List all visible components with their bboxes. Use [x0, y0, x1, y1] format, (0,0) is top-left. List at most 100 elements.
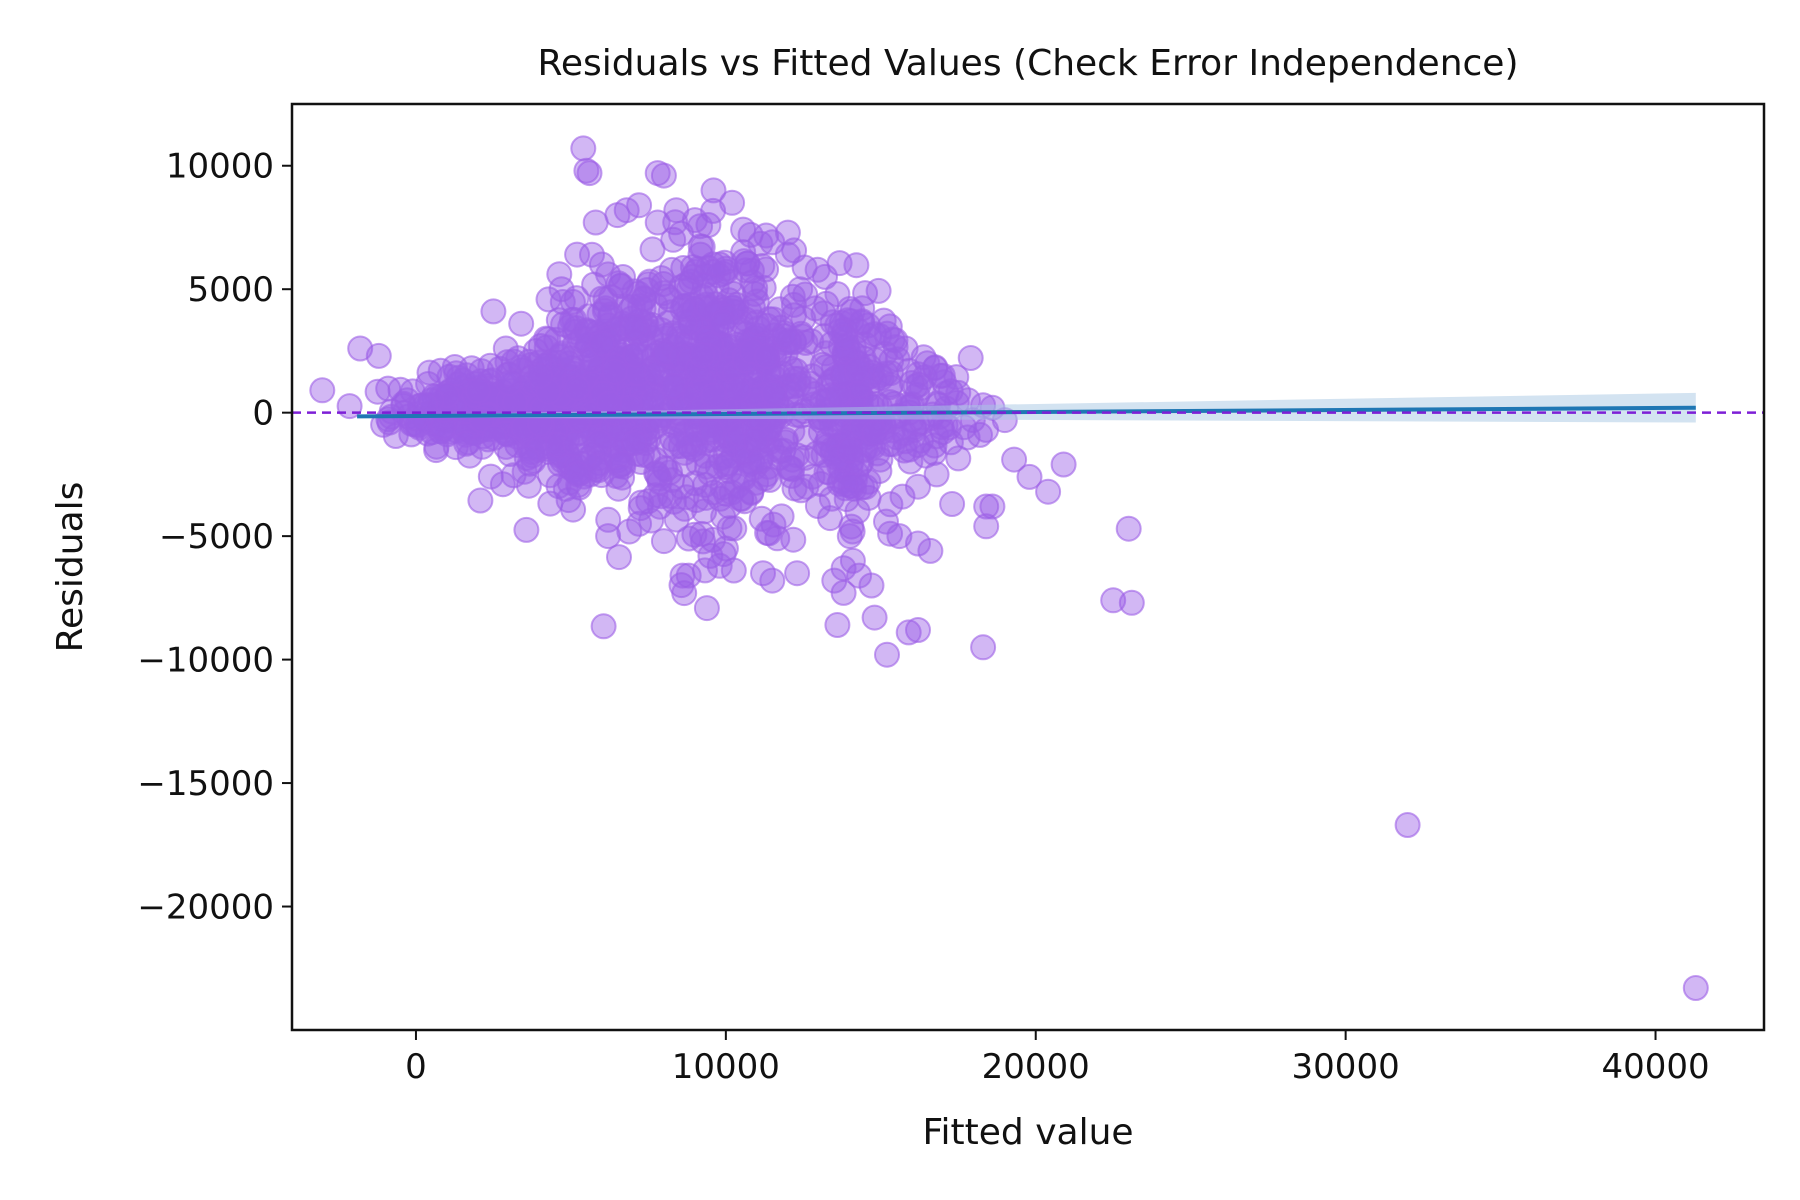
scatter-point: [790, 305, 817, 332]
scatter-point: [495, 370, 522, 396]
scatter-point: [477, 352, 504, 379]
scatter-point: [689, 342, 716, 369]
y-tick-label: 10000: [166, 147, 274, 187]
scatter-point: [874, 320, 900, 347]
scatter-point: [832, 324, 859, 351]
scatter-point: [753, 256, 780, 283]
trend-line: [357, 405, 1696, 419]
x-tick-label: 40000: [1601, 1047, 1709, 1087]
scatter-point: [849, 308, 876, 335]
scatter-point: [586, 301, 613, 328]
scatter-point: [588, 330, 615, 357]
scatter-point: [793, 473, 820, 500]
y-tick-label: −15000: [137, 764, 274, 804]
scatter-point: [777, 355, 804, 382]
scatter-point: [787, 276, 814, 303]
scatter-point: [898, 370, 925, 396]
scatter-point: [677, 309, 704, 336]
scatter-point: [365, 342, 392, 369]
scatter-point: [923, 461, 950, 488]
scatter-point: [690, 368, 717, 395]
scatter-point: [689, 234, 716, 260]
y-axis-ticks: 10000 5000 0 −5000 −10000 −15000 −20000: [137, 147, 292, 928]
scatter-point: [818, 485, 845, 512]
scatter-point: [824, 612, 851, 638]
scatter-point: [626, 510, 653, 537]
scatter-point: [576, 160, 603, 187]
scatter-point: [423, 437, 450, 464]
scatter-point: [650, 528, 677, 555]
scatter-point: [609, 450, 636, 477]
scatter-point: [973, 493, 1000, 520]
scatter-point: [601, 358, 628, 385]
scatter-point: [623, 341, 649, 368]
scatter-point: [489, 471, 516, 498]
scatter-point: [766, 296, 793, 323]
x-tick-label: 30000: [1292, 1047, 1400, 1087]
plot-frame: [290, 102, 1766, 1032]
y-tick-label: −5000: [159, 517, 274, 557]
scatter-point: [458, 355, 485, 382]
scatter-point: [748, 505, 775, 532]
scatter-point: [1100, 587, 1127, 614]
scatter-point: [570, 135, 597, 162]
x-axis-label: Fitted value: [922, 1112, 1133, 1153]
scatter-point: [872, 340, 898, 367]
scatter-point: [725, 376, 752, 403]
scatter-point: [830, 579, 857, 606]
chart-title: Residuals vs Fitted Values (Check Error …: [537, 43, 1518, 84]
scatter-point: [877, 374, 904, 401]
scatter-point: [743, 426, 770, 453]
scatter-point: [706, 251, 733, 278]
scatter-point: [774, 241, 801, 268]
scatter-point: [747, 447, 774, 474]
scatter-point: [684, 356, 711, 383]
scatter-point: [709, 309, 736, 336]
scatter-point: [508, 310, 535, 337]
scatter-point: [700, 382, 727, 409]
scatter-point: [480, 298, 507, 325]
scatter-point: [697, 542, 724, 569]
trend-layer: [292, 392, 1764, 423]
scatter-point: [640, 387, 666, 414]
scatter-point: [364, 378, 391, 405]
scatter-point: [669, 562, 696, 589]
scatter-point: [692, 272, 718, 299]
scatter-point: [557, 345, 584, 372]
scatter-point: [433, 382, 460, 409]
scatter-point: [564, 375, 591, 402]
y-tick-label: 0: [252, 394, 274, 434]
scatter-point: [464, 377, 491, 404]
scatter-point: [836, 523, 863, 550]
scatter-point: [1682, 975, 1709, 1001]
scatter-point: [750, 560, 776, 587]
scatter-point: [761, 380, 788, 407]
scatter-point: [867, 446, 894, 473]
scatter-point: [644, 209, 671, 236]
scatter-point: [731, 248, 757, 275]
scatter-point: [660, 226, 687, 253]
scatter-point: [892, 335, 919, 362]
scatter-point: [811, 323, 837, 350]
scatter-point: [513, 445, 540, 472]
scatter-point: [823, 444, 849, 471]
scatter-point: [675, 276, 702, 303]
x-axis-ticks: 0 10000 20000 30000 40000: [405, 1030, 1710, 1087]
scatter-point: [606, 544, 632, 571]
scatter-point: [895, 619, 922, 646]
scatter-point: [605, 270, 632, 297]
x-tick-label: 20000: [982, 1047, 1090, 1087]
y-axis-label: Residuals: [50, 482, 91, 653]
scatter-point: [777, 455, 804, 482]
scatter-point: [691, 498, 718, 525]
scatter-point: [865, 277, 892, 304]
scatter-point: [699, 419, 725, 446]
scatter-point: [557, 313, 584, 340]
scatter-point: [905, 473, 931, 500]
scatter-point: [825, 381, 852, 408]
scatter-point: [526, 362, 553, 389]
scatter-point: [646, 493, 673, 520]
scatter-point: [1115, 515, 1142, 542]
